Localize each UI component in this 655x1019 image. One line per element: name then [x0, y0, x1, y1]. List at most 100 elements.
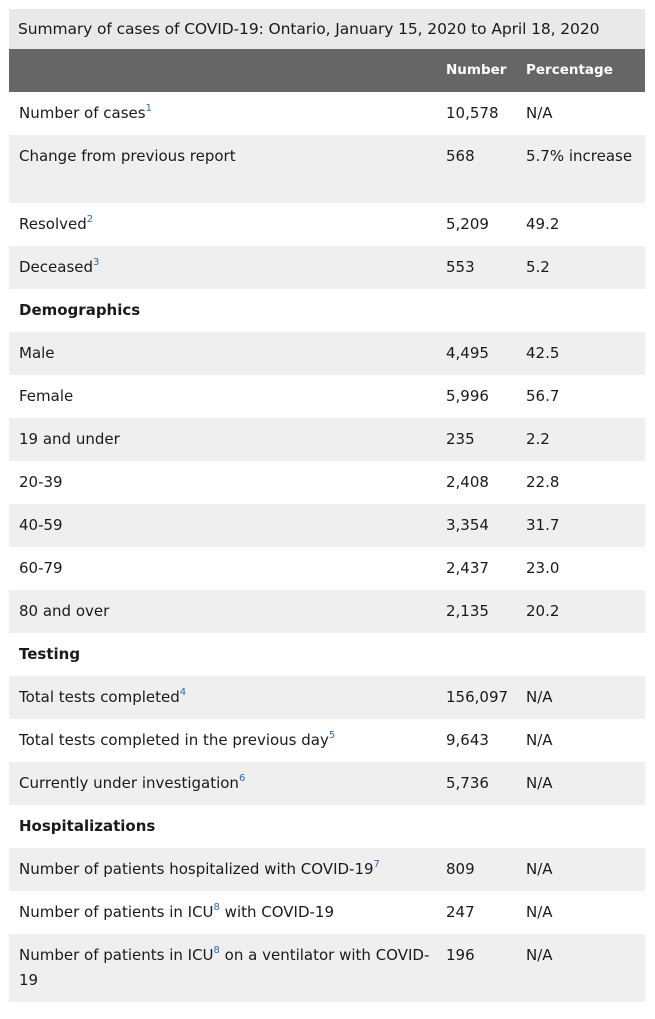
row-number: 5,996: [446, 387, 489, 405]
header-number: Number: [446, 62, 507, 78]
row-label: Number of patients hospitalized with COV…: [9, 857, 446, 891]
section-heading: Hospitalizations: [19, 817, 156, 835]
row-percentage: N/A: [526, 774, 553, 792]
table-row: Male 4,495 42.5: [9, 332, 645, 375]
row-number: [446, 298, 526, 332]
table-row: Currently under investigation6 5,736 N/A: [9, 762, 645, 805]
row-label-text: Resolved: [19, 215, 87, 233]
table-header-row: Number Percentage: [9, 49, 645, 92]
row-label: 19 and under: [19, 430, 120, 448]
row-percentage: [526, 814, 645, 848]
row-number: [446, 814, 526, 848]
row-number: 568: [446, 147, 475, 165]
row-label-text: Total tests completed: [19, 688, 180, 706]
row-number: [446, 642, 526, 676]
row-number: 2,135: [446, 602, 489, 620]
table-row: Number of patients hospitalized with COV…: [9, 848, 645, 891]
row-number: 2,408: [446, 473, 489, 491]
table-row: Number of patients in ICU8 on a ventilat…: [9, 934, 645, 1002]
row-label: Total tests completed4: [9, 685, 446, 719]
row-number: 156,097: [446, 688, 509, 706]
row-label: Total tests completed in the previous da…: [9, 728, 446, 762]
row-number: 10,578: [446, 104, 499, 122]
row-label-text: Change from previous report: [19, 147, 236, 165]
row-number: 9,643: [446, 731, 489, 749]
row-number: 5,736: [446, 774, 489, 792]
row-number: 247: [446, 903, 475, 921]
table-caption: Summary of cases of COVID-19: Ontario, J…: [9, 9, 645, 49]
section-heading: Demographics: [19, 301, 141, 319]
row-percentage: N/A: [526, 688, 553, 706]
section-row-hospitalizations: Hospitalizations: [9, 805, 645, 848]
table-row: Female 5,996 56.7: [9, 375, 645, 418]
footnote-link[interactable]: 3: [93, 257, 100, 268]
footnote-link[interactable]: 7: [373, 859, 380, 870]
table-row: Number of cases1 10,578 N/A: [9, 92, 645, 135]
row-label: 80 and over: [19, 602, 110, 620]
footnote-link[interactable]: 4: [179, 687, 187, 698]
table-row: Total tests completed in the previous da…: [9, 719, 645, 762]
row-label-text: Number of cases: [19, 104, 146, 122]
table-row: 19 and under 235 2.2: [9, 418, 645, 461]
row-percentage: 5.7% increase: [526, 147, 633, 165]
footnote-link[interactable]: 5: [328, 730, 336, 741]
table-row: Total tests completed4 156,097 N/A: [9, 676, 645, 719]
row-number: 809: [446, 860, 475, 878]
table-row: Number of patients in ICU8 with COVID-19…: [9, 891, 645, 934]
covid-summary-table: Summary of cases of COVID-19: Ontario, J…: [9, 9, 645, 1002]
row-percentage: N/A: [526, 903, 553, 921]
footnote-link[interactable]: 1: [145, 103, 152, 114]
row-number: 196: [446, 946, 475, 964]
row-number: 553: [446, 258, 475, 276]
footnote-link[interactable]: 6: [238, 773, 246, 784]
footnote-link[interactable]: 8: [213, 945, 220, 956]
section-row-demographics: Demographics: [9, 289, 645, 332]
row-percentage: 31.7: [526, 516, 560, 534]
row-label-text: Currently under investigation: [19, 774, 239, 792]
row-percentage: [526, 298, 645, 332]
header-percentage: Percentage: [526, 62, 613, 78]
row-number: 4,495: [446, 344, 489, 362]
row-label-text: with COVID-19: [219, 903, 335, 921]
table-row: 60-79 2,437 23.0: [9, 547, 645, 590]
row-label: Resolved2: [9, 212, 446, 246]
table-row: 80 and over 2,135 20.2: [9, 590, 645, 633]
row-label: 60-79: [19, 559, 63, 577]
row-number: 5,209: [446, 215, 489, 233]
table-row: Deceased3 553 5.2: [9, 246, 645, 289]
row-percentage: [526, 642, 645, 676]
section-heading: Testing: [19, 645, 81, 663]
row-number: 2,437: [446, 559, 489, 577]
row-percentage: 22.8: [526, 473, 560, 491]
row-percentage: 49.2: [526, 215, 560, 233]
row-label: Female: [19, 387, 74, 405]
row-percentage: 5.2: [526, 258, 550, 276]
row-percentage: N/A: [526, 860, 553, 878]
row-percentage: N/A: [526, 104, 553, 122]
row-percentage: 56.7: [526, 387, 560, 405]
table-row: 20-39 2,408 22.8: [9, 461, 645, 504]
row-label-text: Number of patients hospitalized with COV…: [19, 860, 374, 878]
row-label-text: Number of patients in ICU: [19, 903, 214, 921]
row-percentage: 23.0: [526, 559, 560, 577]
row-label: Number of patients in ICU8 with COVID-19: [9, 900, 446, 934]
row-percentage: 20.2: [526, 602, 560, 620]
row-label: Deceased3: [9, 255, 446, 289]
table-row: Change from previous report 568 5.7% inc…: [9, 135, 645, 203]
row-label: Currently under investigation6: [9, 771, 446, 805]
row-number: 235: [446, 430, 475, 448]
row-label: Number of cases1: [9, 101, 446, 135]
table-row: 40-59 3,354 31.7: [9, 504, 645, 547]
footnote-link[interactable]: 8: [213, 902, 220, 913]
table-row: Resolved2 5,209 49.2: [9, 203, 645, 246]
footnote-link[interactable]: 2: [86, 214, 94, 225]
row-percentage: 42.5: [526, 344, 560, 362]
row-percentage: N/A: [526, 731, 553, 749]
row-label: 20-39: [19, 473, 63, 491]
row-label: Male: [19, 344, 55, 362]
row-label: Change from previous report: [9, 144, 446, 203]
row-number: 3,354: [446, 516, 489, 534]
row-percentage: N/A: [526, 946, 553, 964]
row-label-text: Total tests completed in the previous da…: [19, 731, 329, 749]
row-percentage: 2.2: [526, 430, 550, 448]
